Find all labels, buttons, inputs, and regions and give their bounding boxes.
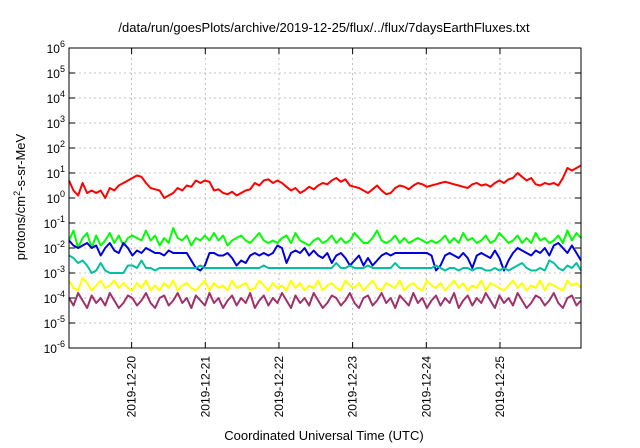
y-tick-label-exp: -1 [57, 214, 65, 224]
x-tick-label: 2019-12-25 [493, 356, 507, 418]
y-tick-label: 10-2 [44, 239, 65, 256]
y-tick-label: 10-5 [44, 314, 65, 331]
y-tick-label-exp: 6 [60, 39, 65, 49]
y-tick-label-base: 10 [44, 317, 58, 331]
y-tick-label: 10-6 [44, 339, 65, 356]
y-axis-label-rest: -s-sr-MeV [13, 133, 28, 190]
y-tick-label-base: 10 [47, 142, 61, 156]
y-axis-ticks: 10-610-510-410-310-210-11001011021031041… [44, 39, 581, 356]
y-tick-label-exp: 1 [60, 164, 65, 174]
y-tick-label-base: 10 [47, 67, 61, 81]
series-line-2 [68, 239, 582, 272]
y-tick-label-exp: 3 [60, 114, 65, 124]
y-tick-label-base: 10 [44, 292, 58, 306]
x-axis-label: Coordinated Universal Time (UTC) [224, 428, 423, 443]
y-tick-label-base: 10 [44, 217, 58, 231]
y-tick-label-exp: -6 [57, 339, 65, 349]
x-axis-ticks: 2019-12-20 2019-12-21 2019-12-22 2019-12-23… [125, 48, 507, 417]
y-tick-label: 105 [47, 64, 65, 81]
y-tick-label: 10-3 [44, 264, 65, 281]
chart-title: /data/run/goesPlots/archive/2019-12-25/f… [118, 20, 530, 35]
y-tick-label: 102 [47, 139, 65, 156]
series-line-5 [68, 292, 582, 309]
y-tick-label: 10-1 [44, 214, 65, 231]
x-tick-label: 2019-12-20 [125, 356, 139, 418]
y-tick-label-base: 10 [44, 242, 58, 256]
y-tick-label-exp: 5 [60, 64, 65, 74]
series-layer [68, 164, 582, 309]
y-tick-label-exp: -2 [57, 239, 65, 249]
y-axis-label-sup: 2 [12, 191, 22, 196]
y-tick-label-exp: -3 [57, 264, 65, 274]
x-tick-label: 2019-12-24 [419, 356, 433, 418]
y-tick-label: 100 [47, 189, 65, 206]
y-tick-label-base: 10 [47, 167, 61, 181]
series-line-1 [68, 227, 582, 249]
y-tick-label-base: 10 [44, 342, 58, 356]
y-axis-label-base: protons/cm [13, 196, 28, 260]
series-line-4 [68, 277, 582, 292]
y-tick-label: 10-4 [44, 289, 65, 306]
y-tick-label-base: 10 [47, 117, 61, 131]
y-tick-label-exp: -4 [57, 289, 65, 299]
y-tick-label-exp: -5 [57, 314, 65, 324]
y-tick-label-base: 10 [44, 267, 58, 281]
x-tick-label: 2019-12-22 [272, 356, 286, 418]
x-tick-label: 2019-12-21 [198, 356, 212, 418]
y-axis-label: protons/cm2-s-sr-MeV [12, 133, 28, 260]
y-tick-label-base: 10 [47, 42, 61, 56]
y-tick-label-exp: 2 [60, 139, 65, 149]
y-tick-label: 103 [47, 114, 65, 131]
series-line-0 [68, 164, 582, 199]
y-tick-label-exp: 4 [60, 89, 65, 99]
x-tick-label: 2019-12-23 [346, 356, 360, 418]
y-tick-label: 106 [47, 39, 65, 56]
y-tick-label: 104 [47, 89, 65, 106]
y-tick-label-exp: 0 [60, 189, 65, 199]
y-tick-label-base: 10 [47, 192, 61, 206]
series-line-3 [68, 254, 582, 274]
y-tick-label: 101 [47, 164, 65, 181]
y-tick-label-base: 10 [47, 92, 61, 106]
